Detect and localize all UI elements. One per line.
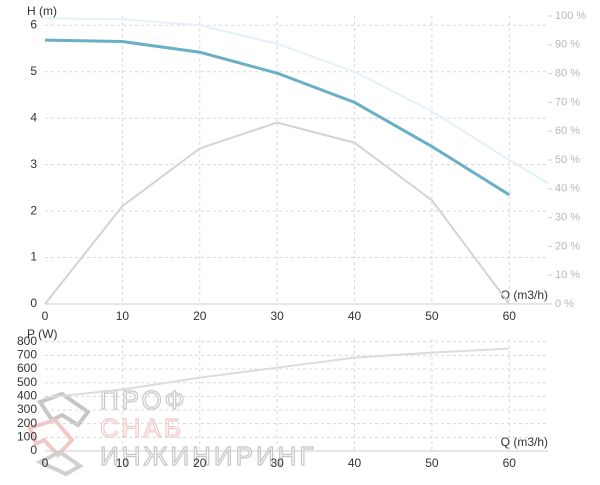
y2-tick-label: 0 %	[555, 298, 574, 310]
y2-tick-label: 30 %	[555, 212, 580, 224]
x-axis-label: Q (m3/h)	[501, 288, 548, 302]
y2-tick-label: 20 %	[555, 240, 580, 252]
x-axis-label: Q (m3/h)	[501, 435, 548, 449]
y2-tick-label: 10 %	[555, 269, 580, 281]
x-tick-label: 40	[348, 456, 362, 470]
y-tick-label: 4	[30, 110, 37, 124]
y-tick-label: 6	[30, 17, 37, 31]
curve	[44, 347, 510, 399]
x-tick-label: 40	[348, 309, 362, 323]
y2-tick-label: 100 %	[555, 10, 586, 22]
watermark-text: СНАБ	[100, 413, 184, 443]
watermark: ПРОФ СНАБ ИНЖИНИРИНГ	[27, 384, 317, 477]
x-tick-label: 30	[270, 456, 284, 470]
y-tick-label: 300	[17, 402, 37, 416]
x-tick-label: 50	[425, 456, 439, 470]
y-tick-label: 700	[17, 348, 37, 362]
y2-tick-label: 80 %	[555, 68, 580, 80]
y-tick-label: 2	[30, 203, 37, 217]
x-tick-label: 30	[270, 309, 284, 323]
y-tick-label: 3	[30, 157, 37, 171]
y-axis-label: H (m)	[27, 4, 57, 18]
x-tick-label: 60	[503, 309, 517, 323]
curve	[44, 38, 511, 197]
y-tick-label: 800	[17, 334, 37, 348]
y-tick-label: 400	[17, 389, 37, 403]
y-tick-label: 100	[17, 430, 37, 444]
x-tick-label: 0	[42, 456, 49, 470]
y2-tick-label: 70 %	[555, 96, 580, 108]
curve	[44, 121, 511, 305]
y-tick-label: 200	[17, 416, 37, 430]
y-tick-label: 600	[17, 361, 37, 375]
x-tick-label: 0	[42, 309, 49, 323]
x-tick-label: 10	[116, 309, 130, 323]
watermark-text: ИНЖИНИРИНГ	[100, 441, 317, 471]
y2-tick-label: 60 %	[555, 125, 580, 137]
x-tick-label: 60	[503, 456, 517, 470]
y-tick-label: 0	[30, 296, 37, 310]
y-tick-label: 5	[30, 64, 37, 78]
logo-shape	[36, 391, 91, 428]
y2-tick-label: 90 %	[555, 39, 580, 51]
y-tick-label: 1	[30, 250, 37, 264]
y-tick-label: 0	[30, 443, 37, 457]
y-tick-label: 500	[17, 375, 37, 389]
x-tick-label: 20	[193, 309, 207, 323]
x-tick-label: 20	[193, 456, 207, 470]
y2-tick-label: 50 %	[555, 154, 580, 166]
x-tick-label: 10	[116, 456, 130, 470]
y-axis-label: P (W)	[27, 327, 57, 341]
curve	[44, 17, 549, 185]
y2-tick-label: 40 %	[555, 183, 580, 195]
logo-shape	[35, 449, 84, 477]
x-tick-label: 50	[425, 309, 439, 323]
